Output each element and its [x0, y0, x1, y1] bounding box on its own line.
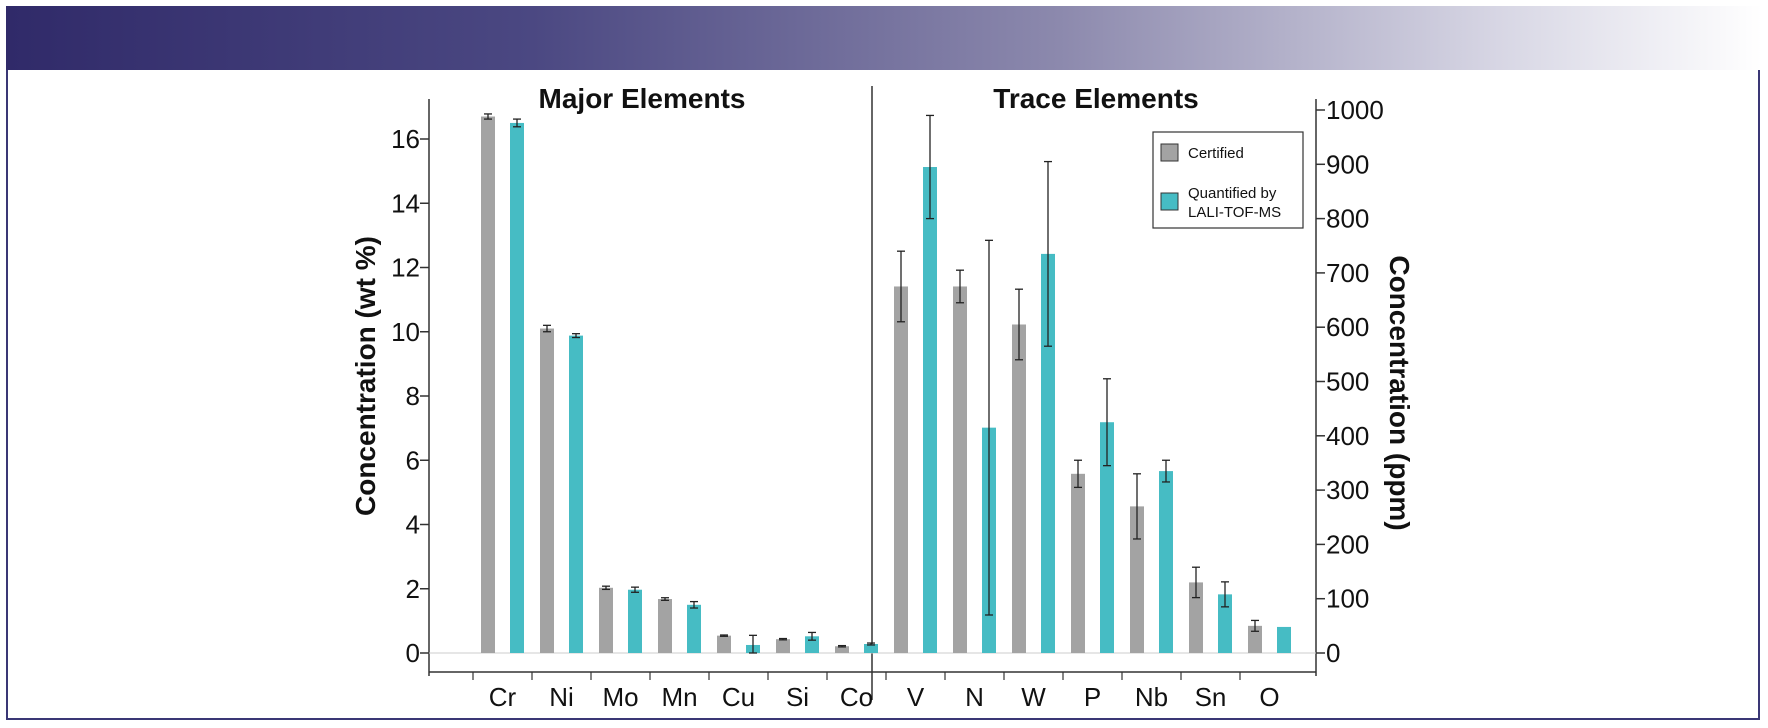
y-tick-label: 700 [1326, 258, 1369, 288]
quantified-bar-sn [1218, 594, 1232, 653]
y-tick-label: 2 [406, 574, 420, 604]
certified-bar-w [1012, 324, 1026, 653]
certified-bar-ni [540, 328, 554, 653]
x-tick-label-o: O [1259, 682, 1279, 712]
major-elements-title: Major Elements [539, 83, 746, 114]
legend-quantified-swatch [1160, 192, 1179, 211]
quantified-bar-w [1041, 253, 1055, 653]
legend-quantified-label-line1: Quantified by [1188, 185, 1277, 202]
quantified-bar-v [923, 167, 937, 653]
certified-bar-co [835, 646, 849, 653]
x-tick-label-ni: Ni [549, 682, 574, 712]
certified-bar-p [1071, 473, 1085, 653]
quantified-bar-ni [569, 335, 583, 653]
y-tick-label: 0 [1326, 638, 1340, 668]
legend-quantified-label-line2: LALI-TOF-MS [1188, 204, 1281, 221]
header-banner [6, 6, 1762, 70]
y-tick-label: 6 [406, 445, 420, 475]
y-tick-label: 500 [1326, 367, 1369, 397]
x-tick-label-v: V [907, 682, 925, 712]
y-tick-label: 10 [391, 317, 420, 347]
y-tick-label: 4 [406, 510, 420, 540]
x-tick-label-nb: Nb [1135, 682, 1168, 712]
certified-bar-v [894, 286, 908, 653]
x-tick-label-cr: Cr [489, 682, 517, 712]
y-tick-label: 800 [1326, 204, 1369, 234]
y-tick-label: 8 [406, 381, 420, 411]
legend-certified-swatch [1160, 143, 1179, 162]
certified-bar-n [953, 286, 967, 653]
y-tick-label: 600 [1326, 312, 1369, 342]
quantified-bar-o [1277, 626, 1291, 653]
certified-bar-cu [717, 635, 731, 653]
quantified-bar-mo [628, 589, 642, 653]
quantified-bar-p [1100, 422, 1114, 653]
figure-frame [6, 70, 1760, 720]
left-y-axis-label: Concentration (wt %) [350, 236, 381, 516]
x-tick-label-sn: Sn [1195, 682, 1227, 712]
quantified-bar-nb [1159, 471, 1173, 653]
legend-certified-label: Certified [1188, 145, 1244, 162]
certified-bar-o [1248, 625, 1262, 653]
certified-bar-sn [1189, 582, 1203, 653]
quantified-bar-cr [510, 122, 524, 653]
x-tick-label-n: N [965, 682, 984, 712]
y-tick-label: 16 [391, 124, 420, 154]
y-tick-label: 100 [1326, 584, 1369, 614]
trace-elements-title: Trace Elements [993, 83, 1198, 114]
quantified-bar-co [864, 644, 878, 653]
certified-bar-mo [599, 587, 613, 653]
y-tick-label: 0 [406, 638, 420, 668]
x-tick-label-p: P [1084, 682, 1101, 712]
x-tick-label-cu: Cu [722, 682, 755, 712]
x-tick-label-si: Si [786, 682, 809, 712]
x-tick-label-mo: Mo [602, 682, 638, 712]
y-tick-label: 14 [391, 188, 420, 218]
y-tick-label: 12 [391, 253, 420, 283]
right-y-axis-label: Concentration (ppm) [1384, 255, 1415, 530]
certified-bar-nb [1130, 506, 1144, 653]
x-tick-label-mn: Mn [661, 682, 697, 712]
x-tick-label-w: W [1021, 682, 1046, 712]
y-tick-label: 400 [1326, 421, 1369, 451]
certified-bar-cr [481, 116, 495, 653]
x-tick-label-co: Co [840, 682, 873, 712]
quantified-bar-mn [687, 604, 701, 653]
y-tick-label: 200 [1326, 529, 1369, 559]
y-tick-label: 300 [1326, 475, 1369, 505]
y-tick-label: 900 [1326, 149, 1369, 179]
certified-bar-mn [658, 599, 672, 653]
y-tick-label: 1000 [1326, 95, 1384, 125]
certified-bar-si [776, 639, 790, 653]
